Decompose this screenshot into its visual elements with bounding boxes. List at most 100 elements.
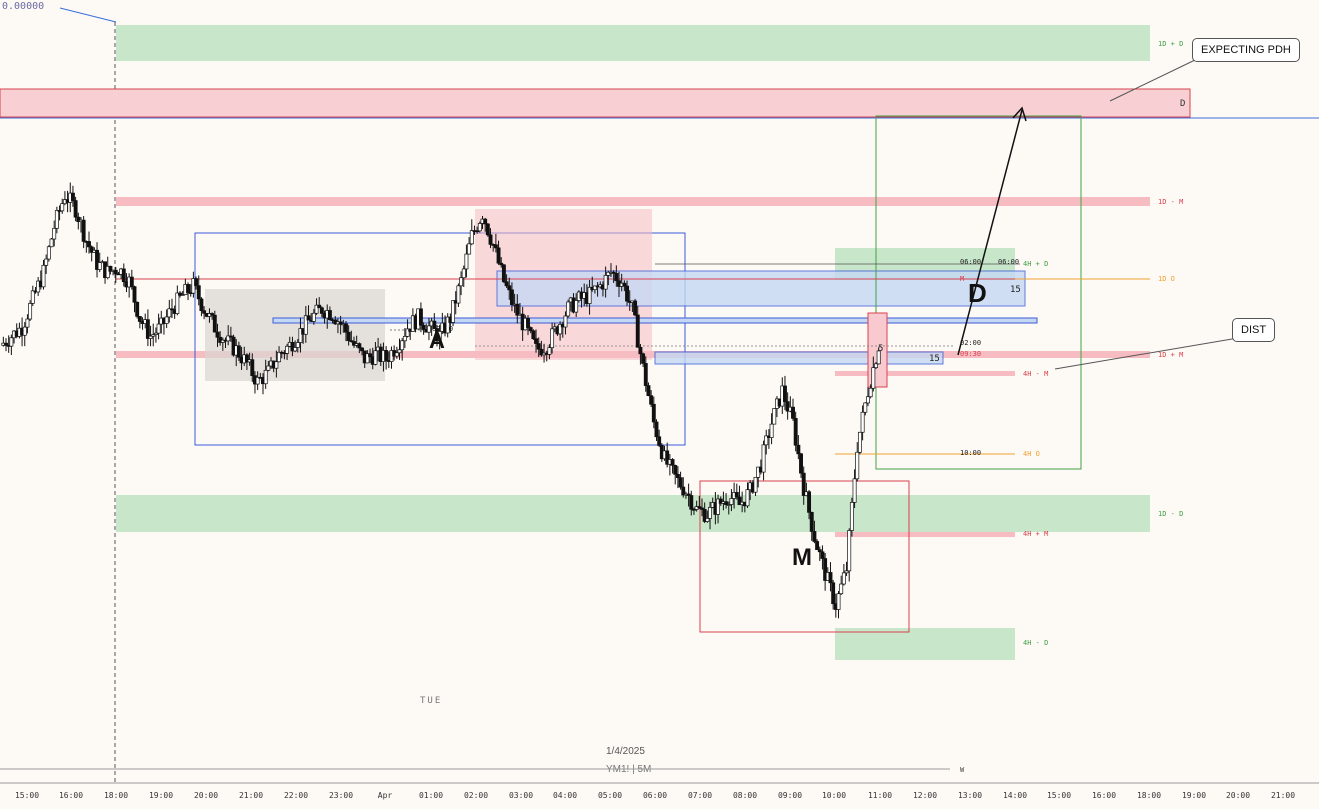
candle-body [49,238,54,248]
callout-expecting-pointer [1109,59,1196,102]
candle-body [807,491,812,513]
time-axis-tick: 09:00 [778,791,802,800]
candle-body [293,347,298,352]
time-axis-tick: 18:00 [1137,791,1161,800]
pattern-letter-a: A [429,328,445,353]
candle-body [327,310,332,321]
candle-body [129,276,134,287]
candle-body [274,361,279,369]
candle-body [467,243,472,255]
candle-body [250,359,255,376]
time-axis-tick: 23:00 [329,791,353,800]
candle-body [654,421,659,438]
time-axis: 15:00 16:00 18:00 19:00 20:00 21:00 22:00 23:00… [15,791,1295,800]
time-label-0600-b: 06:00 [998,258,1019,266]
date-footer: 1/4/2025 [606,746,645,757]
candle-body [705,518,710,522]
candle-body [199,298,204,312]
candle-body [793,418,798,446]
candle-body [566,301,571,317]
fvg-box-mid-number: 15 [929,354,940,364]
candle-body [643,363,648,386]
candle-body [73,200,78,218]
pattern-letter-m: M [792,544,812,571]
candle-body [635,314,640,348]
candle-body [724,501,729,505]
time-label-0200: 02:00 [960,339,981,347]
candle-body [734,492,739,498]
candle-body [831,582,836,605]
candle-body [606,271,611,276]
time-axis-tick: 02:00 [464,791,488,800]
candle-body [726,504,731,506]
candle-body [70,192,75,201]
time-axis-tick: 01:00 [419,791,443,800]
fvg-box-thin [272,317,1038,324]
candle-body [866,396,870,404]
candle-body [501,264,506,283]
candle-body [368,353,373,358]
candle-body [876,350,881,365]
candle-body [132,286,137,303]
target-box [875,115,1082,470]
candle-body [477,223,482,232]
candle-body [839,583,844,595]
day-label: TUE [420,696,442,706]
candle-body [41,264,46,288]
time-axis-tick: 05:00 [598,791,622,800]
candle-body [175,292,180,314]
callout-dist[interactable]: DIST [1232,318,1276,342]
candle-body [820,551,825,559]
fvg-box-top-number: 15 [1010,285,1021,295]
time-axis-tick: 13:00 [958,791,982,800]
time-axis-tick: Apr [378,791,393,800]
candle-body [212,314,217,333]
candle-body [44,258,49,266]
candle-body [196,285,201,300]
candle-body [28,303,33,320]
candle-body [625,285,629,302]
candle-body [178,292,182,296]
callout-expecting-pdh[interactable]: EXPECTING PDH [1192,38,1300,62]
candle-body [432,320,437,329]
candle-body [167,308,172,318]
candle-body [266,365,271,371]
open-1d-label: 1D O [1158,275,1175,283]
projection-arrow [957,109,1023,356]
candle-body [400,340,405,351]
candle-body [622,282,627,287]
candle-body [121,268,126,283]
candle-body [863,402,868,413]
candle-body [558,323,563,335]
time-axis-tick: 08:00 [733,791,757,800]
candle-body [534,338,538,344]
candle-body [210,313,215,316]
candle-body [215,331,220,338]
candle-body [801,472,806,496]
candle-body [753,476,758,493]
candle-body [151,334,156,337]
candle-body [614,273,619,282]
time-axis-tick: 16:00 [59,791,83,800]
fvg-box-top [496,270,1026,307]
candle-body [702,509,707,522]
candle-body [587,286,592,304]
candle-body [515,303,520,316]
candle-body [437,331,442,341]
candle-body [394,352,399,357]
candle-body [76,216,81,223]
candle-body [30,290,35,304]
candle-body [493,244,498,249]
candle-body [769,423,774,438]
zone-label-4h-minus-d: 4H - D [1023,639,1048,647]
candle-body [113,269,118,275]
candle-body [306,315,311,321]
zone-label-pdh-d: D [1180,99,1185,109]
candle-body [108,265,113,272]
zone-label-1d-minus-d: 1D - D [1158,510,1183,518]
time-axis-tick: 19:00 [1182,791,1206,800]
candle-body [384,350,389,361]
candle-body [445,316,450,334]
